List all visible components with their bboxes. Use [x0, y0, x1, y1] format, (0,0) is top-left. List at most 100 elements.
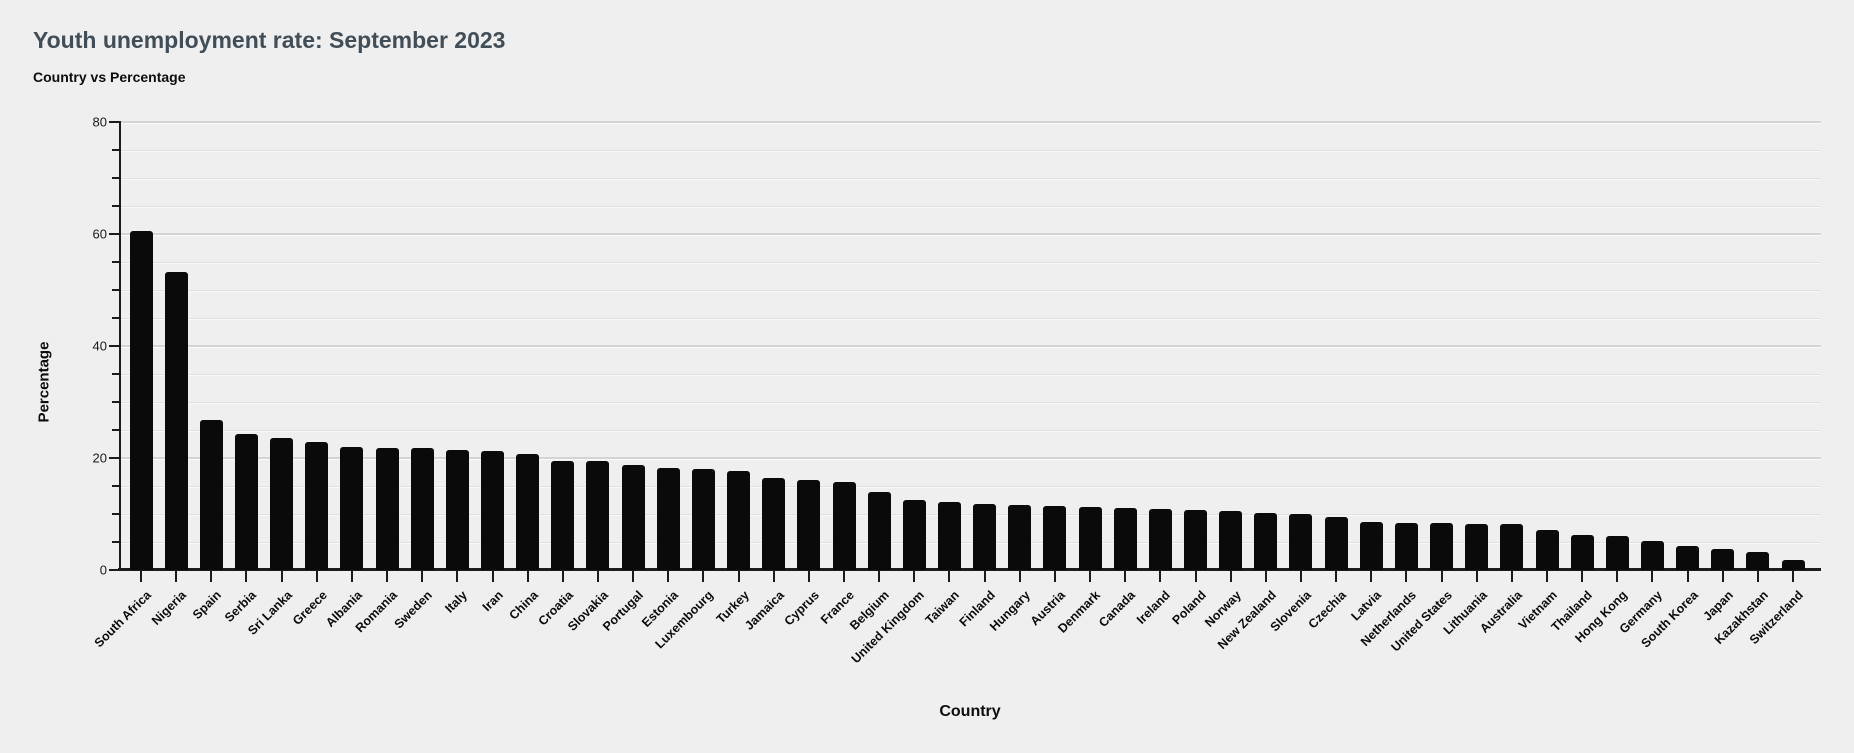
x-tick: [456, 571, 459, 582]
bar-sri-lanka[interactable]: [270, 438, 294, 570]
y-axis-label: Percentage: [35, 341, 53, 423]
bar-france[interactable]: [832, 481, 856, 570]
x-tick: [1335, 571, 1338, 582]
bar-netherlands[interactable]: [1394, 522, 1418, 570]
bar-turkey[interactable]: [727, 471, 751, 570]
y-gridline-minor: [121, 430, 1821, 431]
x-tick: [807, 571, 810, 582]
x-tick: [561, 571, 564, 582]
y-tick-minor: [112, 373, 121, 375]
x-tick: [632, 571, 635, 582]
bar-australia[interactable]: [1500, 524, 1524, 570]
bar-lithuania[interactable]: [1465, 523, 1489, 570]
x-tick: [491, 571, 494, 582]
y-tick-minor: [112, 289, 121, 291]
x-tick: [386, 571, 389, 582]
x-tick: [1440, 571, 1443, 582]
bar-greece[interactable]: [305, 442, 329, 570]
bar-germany[interactable]: [1640, 541, 1664, 570]
bar-hungary[interactable]: [1008, 505, 1032, 570]
bar-nigeria[interactable]: [164, 272, 188, 570]
chart-subtitle: Country vs Percentage: [33, 69, 186, 85]
bar-kazakhstan[interactable]: [1746, 552, 1770, 570]
y-tick-minor: [112, 513, 121, 515]
bar-serbia[interactable]: [234, 434, 258, 570]
bar-hong-kong[interactable]: [1605, 536, 1629, 570]
y-gridline-major: [121, 233, 1821, 235]
bar-iran[interactable]: [481, 451, 504, 570]
bar-japan[interactable]: [1711, 548, 1735, 570]
bar-czechia[interactable]: [1324, 517, 1348, 570]
bar-luxembourg[interactable]: [691, 469, 715, 570]
bar-sweden[interactable]: [410, 448, 434, 570]
bar-cyprus[interactable]: [797, 480, 821, 570]
bar-united-kingdom[interactable]: [902, 500, 926, 570]
x-tick: [1581, 571, 1584, 582]
bar-poland[interactable]: [1184, 509, 1207, 570]
y-tick-minor: [112, 261, 121, 263]
bar-ireland[interactable]: [1148, 508, 1172, 570]
y-tick-major: [109, 569, 121, 571]
x-tick: [1018, 571, 1021, 582]
y-tick-minor: [112, 485, 121, 487]
y-gridline-minor: [121, 318, 1821, 319]
bar-taiwan[interactable]: [937, 502, 961, 570]
bar-romania[interactable]: [375, 447, 399, 570]
x-tick: [1159, 571, 1162, 582]
x-tick: [280, 571, 283, 582]
y-tick-minor: [112, 149, 121, 151]
bar-spain[interactable]: [199, 420, 223, 570]
bar-italy[interactable]: [445, 449, 469, 570]
chart-title: Youth unemployment rate: September 2023: [33, 27, 506, 53]
bar-canada[interactable]: [1113, 507, 1137, 570]
bar-croatia[interactable]: [551, 460, 575, 570]
y-gridline-major: [121, 457, 1821, 459]
x-tick: [1616, 571, 1619, 582]
x-tick: [315, 571, 318, 582]
bar-slovakia[interactable]: [586, 461, 610, 570]
y-gridline-minor: [121, 542, 1821, 543]
bar-china[interactable]: [516, 453, 540, 570]
bar-new-zealand[interactable]: [1254, 512, 1278, 570]
x-tick-label-south-africa: South Africa: [91, 588, 154, 651]
x-axis-line: [118, 568, 1821, 571]
bar-slovenia[interactable]: [1289, 514, 1313, 570]
bar-belgium[interactable]: [867, 492, 891, 570]
bar-united-states[interactable]: [1430, 522, 1454, 570]
bar-switzerland[interactable]: [1781, 559, 1805, 570]
bar-south-korea[interactable]: [1676, 546, 1700, 570]
bar-estonia[interactable]: [656, 468, 680, 570]
bar-south-africa[interactable]: [129, 231, 153, 570]
bar-finland[interactable]: [973, 503, 997, 570]
bar-thailand[interactable]: [1570, 534, 1594, 570]
x-tick: [421, 571, 424, 582]
bar-denmark[interactable]: [1078, 507, 1102, 570]
bar-vietnam[interactable]: [1535, 529, 1559, 570]
y-gridline-minor: [121, 486, 1821, 487]
y-axis-line: [119, 122, 121, 570]
x-tick: [843, 571, 845, 582]
x-tick-label-anchor: Iran: [479, 586, 519, 614]
y-tick-minor: [112, 541, 121, 543]
y-tick-minor: [112, 317, 121, 319]
x-tick: [1686, 571, 1689, 582]
y-gridline-minor: [121, 514, 1821, 515]
y-tick-minor: [112, 177, 121, 179]
bar-norway[interactable]: [1219, 511, 1243, 570]
x-tick: [772, 571, 775, 582]
bar-albania[interactable]: [340, 447, 364, 570]
x-axis-label: Country: [939, 703, 1001, 720]
bar-portugal[interactable]: [621, 465, 645, 570]
y-gridline-minor: [121, 178, 1821, 179]
x-tick: [1229, 571, 1232, 582]
x-tick: [1475, 571, 1478, 582]
y-tick-label: 40: [92, 338, 107, 354]
bar-austria[interactable]: [1043, 506, 1067, 570]
x-tick: [1651, 571, 1654, 582]
x-tick: [1124, 571, 1127, 582]
bar-jamaica[interactable]: [762, 478, 786, 570]
x-tick: [1299, 571, 1302, 582]
x-tick: [878, 571, 881, 582]
bar-latvia[interactable]: [1359, 522, 1383, 570]
